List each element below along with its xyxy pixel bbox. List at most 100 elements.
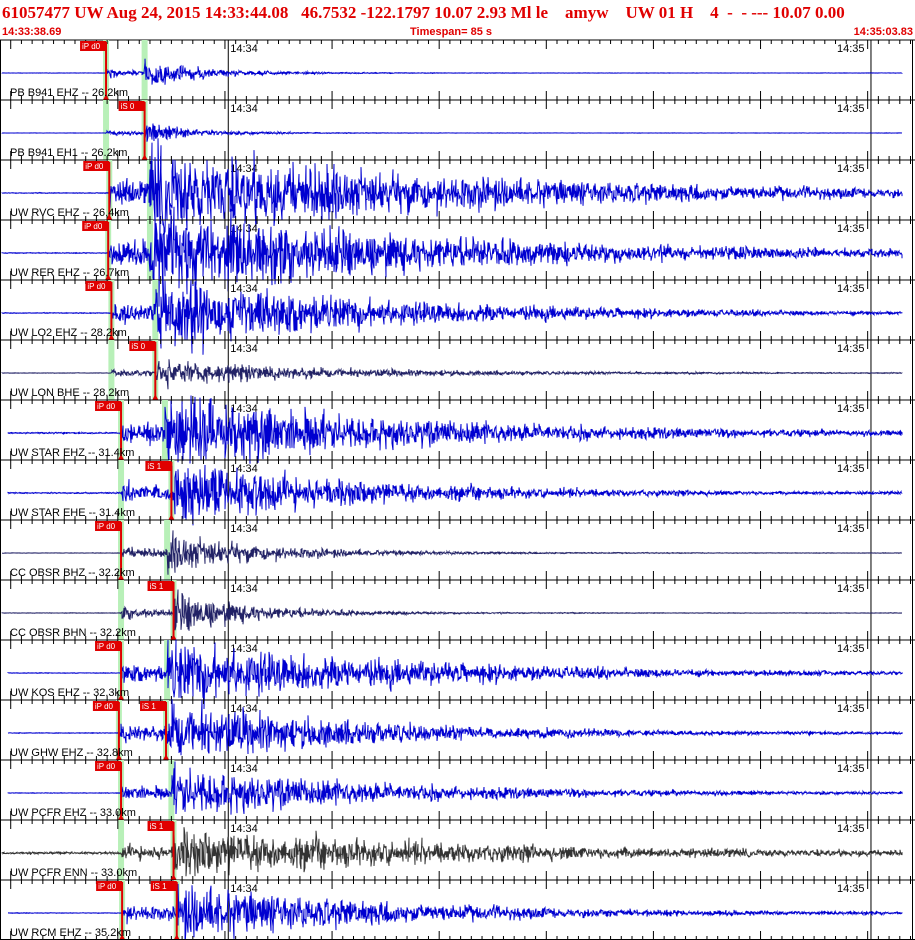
pick-marker (118, 814, 125, 820)
pick-label: iS 1 (147, 462, 161, 471)
minute-label: 14:34 (230, 283, 258, 295)
pick-flag[interactable] (95, 401, 122, 411)
pick-flag[interactable] (96, 881, 123, 891)
minute-label: 14:35 (837, 163, 865, 175)
event-header-title: 61057477 UW Aug 24, 2015 14:33:44.08 46.… (2, 3, 845, 22)
pick-label: iP d0 (84, 222, 103, 231)
p-pick-band (118, 460, 125, 520)
waveform (1, 359, 903, 390)
pick-flag[interactable] (118, 101, 145, 111)
start-time-label: 14:33:38.69 (2, 26, 62, 38)
s-pick-band (164, 520, 171, 580)
waveform (7, 395, 903, 468)
waveform (1, 123, 903, 142)
trace-panel[interactable]: 14:34 14:35 iS 1 CC OBSR BHN -- 32.2km (0, 579, 915, 640)
pick-flag[interactable] (85, 281, 112, 291)
pick-marker (170, 634, 177, 640)
trace-panel[interactable]: 14:34 14:35 iP d0 PB B941 EHZ -- 26.2km (0, 39, 915, 100)
trace-panel[interactable]: 14:34 14:35 iS 1 UW STAR EHE -- 31.4km (0, 459, 915, 526)
pick-label: iS 1 (153, 882, 167, 891)
trace-panel[interactable]: 14:34 14:35 iP d0 UW STAR EHZ -- 31.4km (0, 395, 915, 468)
pick-label: iS 0 (121, 102, 135, 111)
station-label: UW RVC EHZ -- 26.4km (10, 207, 129, 219)
minute-label: 14:35 (837, 583, 865, 595)
station-label: CC OBSR BHZ -- 32.2km (10, 567, 135, 579)
minute-label: 14:34 (230, 703, 258, 715)
pick-label: iP d0 (97, 522, 116, 531)
pick-flag[interactable] (95, 521, 122, 531)
minute-label: 14:34 (230, 763, 258, 775)
trace-panel[interactable]: 14:34 14:35 iS 0 PB B941 EH1 -- 26.2km (0, 99, 915, 160)
p-pick-band (118, 820, 125, 880)
trace-panel[interactable]: 14:34 14:35 iP d0 iS 1 UW GHW EHZ -- 32.8km (0, 699, 915, 760)
pick-marker (103, 94, 110, 100)
pick-flag[interactable] (95, 641, 122, 651)
pick-label: iP d0 (98, 882, 117, 891)
minute-label: 14:35 (837, 523, 865, 535)
pick-flag[interactable] (80, 41, 107, 51)
pick-flag[interactable] (83, 161, 110, 171)
minute-label: 14:35 (837, 103, 865, 115)
pick-marker (173, 934, 180, 940)
pick-flag[interactable] (82, 221, 109, 231)
minute-label: 14:35 (837, 463, 865, 475)
minute-label: 14:35 (837, 343, 865, 355)
pick-label: iP d0 (87, 282, 106, 291)
waveform (1, 589, 903, 631)
minute-label: 14:34 (230, 823, 258, 835)
pick-marker (118, 574, 125, 580)
trace-panel[interactable]: 14:34 14:35 iP d0 iS 1 UW RCM EHZ -- 35.2km (0, 879, 915, 940)
pick-label: iP d0 (97, 762, 116, 771)
pick-label: iS 1 (150, 582, 164, 591)
trace-panel[interactable]: 14:34 14:35 iS 0 UW LON BHE -- 28.2km (0, 339, 915, 400)
minute-label: 14:34 (230, 163, 258, 175)
pick-flag[interactable] (95, 761, 122, 771)
trace-panel[interactable]: 14:34 14:35 iS 1 UW PCFR ENN -- 33.0km (0, 819, 915, 880)
station-label: UW PCFR EHZ -- 33.0km (10, 807, 136, 819)
trace-panel[interactable]: 14:34 14:35 iP d0 UW RVC EHZ -- 26.4km (0, 138, 915, 235)
pick-label: iS 1 (150, 822, 164, 831)
minute-label: 14:35 (837, 703, 865, 715)
p-pick-band (108, 340, 115, 400)
minute-label: 14:35 (837, 223, 865, 235)
pick-flag[interactable] (129, 341, 156, 351)
trace-panel[interactable]: 14:34 14:35 iP d0 UW RER EHZ -- 26.7km (0, 206, 915, 307)
pick-marker (118, 454, 125, 460)
pick-marker (163, 754, 170, 760)
station-label: UW LON BHE -- 28.2km (10, 387, 129, 399)
timespan-label: Timespan= 85 s (410, 26, 493, 38)
pick-flag[interactable] (147, 821, 174, 831)
minute-label: 14:34 (230, 883, 258, 895)
waveform (1, 827, 903, 877)
station-label: UW RCM EHZ -- 35.2km (10, 927, 131, 939)
p-pick-band (103, 100, 110, 160)
trace-panel[interactable]: 14:34 14:35 iP d0 UW KOS EHZ -- 32.3km (0, 639, 915, 710)
minute-label: 14:34 (230, 43, 258, 55)
minute-label: 14:34 (230, 343, 258, 355)
pick-marker (168, 514, 175, 520)
station-label: UW KOS EHZ -- 32.3km (10, 687, 129, 699)
pick-flag[interactable] (150, 881, 177, 891)
pick-marker (106, 214, 113, 220)
minute-label: 14:35 (837, 763, 865, 775)
pick-marker (119, 934, 126, 940)
pick-flag[interactable] (92, 701, 119, 711)
trace-panel[interactable]: 14:34 14:35 iP d0 CC OBSR BHZ -- 32.2km (0, 519, 915, 580)
station-label: UW STAR EHE -- 31.4km (10, 507, 135, 519)
trace-panel[interactable]: 14:34 14:35 iP d0 UW LO2 EHZ -- 28.2km (0, 276, 915, 355)
minute-label: 14:34 (230, 103, 258, 115)
station-label: CC OBSR BHN -- 32.2km (10, 627, 136, 639)
pick-flag[interactable] (145, 461, 172, 471)
trace-panel[interactable]: 14:34 14:35 iP d0 UW PCFR EHZ -- 33.0km (0, 759, 915, 820)
minute-label: 14:35 (837, 883, 865, 895)
minute-label: 14:34 (230, 523, 258, 535)
waveform (7, 464, 903, 526)
pick-flag[interactable] (140, 701, 167, 711)
station-label: PB B941 EH1 -- 26.2km (10, 147, 127, 159)
waveform (1, 138, 903, 235)
pick-marker (152, 394, 159, 400)
pick-flag[interactable] (147, 581, 174, 591)
minute-label: 14:35 (837, 43, 865, 55)
waveform (8, 883, 903, 940)
